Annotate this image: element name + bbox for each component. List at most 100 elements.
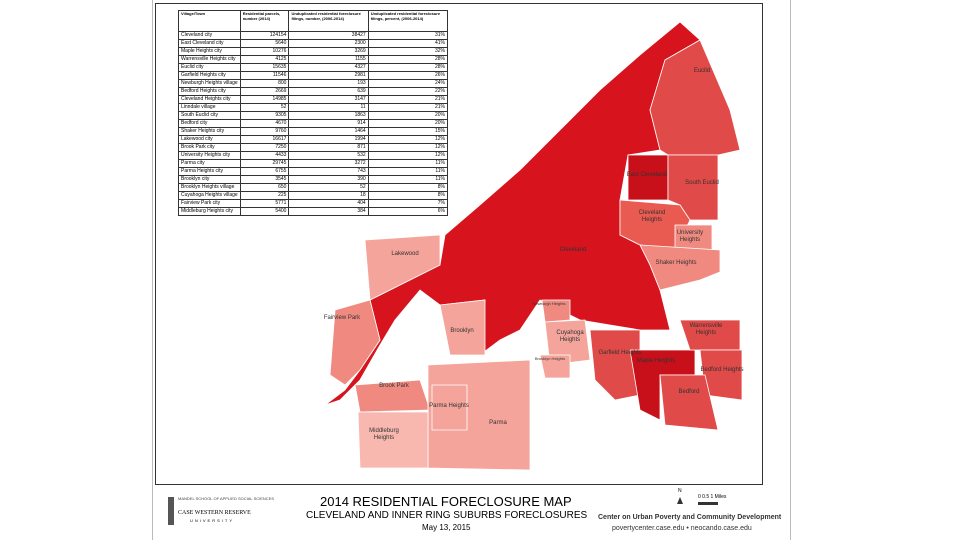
cell: 31% [367, 31, 449, 40]
cell: Shaker Heights city [178, 127, 241, 136]
cell: 384 [288, 207, 369, 216]
table-row: Bedford Heights city 2669 639 22% [178, 87, 449, 96]
table-row: Garfield Heights city 11546 2981 26% [178, 71, 449, 80]
cell: 52 [239, 103, 290, 112]
cell: Warrensville Heights city [178, 55, 241, 64]
table-row: East Cleveland city 5640 2300 41% [178, 39, 449, 48]
table-row: South Euclid city 9305 1863 20% [178, 111, 449, 120]
cell: 1464 [288, 127, 369, 136]
logo-text: MANDEL SCHOOL OF APPLIED SOCIAL SCIENCES [178, 496, 275, 501]
cell: 22% [367, 87, 449, 96]
cell: 2981 [288, 71, 369, 80]
date: May 13, 2015 [422, 523, 471, 532]
place-label: Cleveland [559, 247, 587, 253]
cell: 28% [367, 55, 449, 64]
place-label: Maple Heights [636, 358, 676, 364]
table-row: Shaker Heights city 9760 1464 15% [178, 127, 449, 136]
header-cell: Unduplicated residential foreclosure fil… [367, 10, 449, 32]
cell: Bedford city [178, 119, 241, 128]
place-label: Shaker Heights [655, 260, 697, 266]
logo-mark [168, 497, 174, 525]
table-row: Brooklyn city 3545 390 11% [178, 175, 449, 184]
cell: 1994 [288, 135, 369, 144]
cell: Linndale village [178, 103, 241, 112]
brooklyn-heights [539, 354, 571, 379]
place-label: Garfield Heights [598, 350, 642, 356]
cell: 914 [288, 119, 369, 128]
cell: 124154 [239, 31, 290, 40]
cell: Cleveland Heights city [178, 95, 241, 104]
newburgh-heights [541, 299, 571, 323]
divider [152, 0, 153, 540]
cell: 532 [288, 151, 369, 160]
divider [790, 0, 791, 540]
title: 2014 RESIDENTIAL FORECLOSURE MAP [320, 494, 572, 509]
data-table: Village/Town Residential parcels, number … [178, 10, 449, 216]
north-label: N [678, 488, 682, 494]
table-row: Maple Heights city 10276 3269 32% [178, 47, 449, 56]
north-arrow [677, 497, 683, 504]
cell: Bedford Heights city [178, 87, 241, 96]
table-row: Bedford city 4670 914 20% [178, 119, 449, 128]
place-label: Parma [489, 420, 507, 426]
cell: 16617 [239, 135, 290, 144]
cell: Middleburg Heights city [178, 207, 241, 216]
table-row: Euclid city 15635 4327 28% [178, 63, 449, 72]
cell: 404 [288, 199, 369, 208]
header-cell: Residential parcels, number (2014) [239, 10, 290, 32]
table-row: Parma Heights city 6755 743 11% [178, 167, 449, 176]
header-cell: Unduplicated residential foreclosure fil… [288, 10, 369, 32]
urls: povertycenter.case.edu • neocando.case.e… [612, 525, 752, 532]
table-row: Cleveland city 124154 38427 31% [178, 31, 449, 40]
place-label: University Heights [676, 230, 704, 243]
cell: Brook Park city [178, 143, 241, 152]
fairview-park [329, 299, 381, 386]
cell: 18 [288, 191, 369, 200]
cell: South Euclid city [178, 111, 241, 120]
place-label: Brooklyn Heights [534, 356, 566, 361]
place-label: Warrensville Heights [689, 323, 723, 336]
header-cell: Village/Town [178, 10, 241, 32]
place-label: Euclid [693, 68, 711, 74]
cell: 20% [367, 111, 449, 120]
cell: 4125 [239, 55, 290, 64]
cell: 871 [288, 143, 369, 152]
place-label: Parma Heights [429, 403, 469, 409]
cell: 193 [288, 79, 369, 88]
cell: 9760 [239, 127, 290, 136]
cell: 21% [367, 103, 449, 112]
cell: 41% [367, 39, 449, 48]
table-row: Brooklyn Heights village 650 52 8% [178, 183, 449, 192]
place-label: Lakewood [391, 251, 419, 257]
place-label: Brook Park [379, 383, 409, 389]
cell: 21% [367, 95, 449, 104]
cell: 3269 [288, 47, 369, 56]
table-row: University Heights city 4433 532 12% [178, 151, 449, 160]
cell: 390 [288, 175, 369, 184]
table-row: Fairview Park city 5771 404 7% [178, 199, 449, 208]
cell: 14985 [239, 95, 290, 104]
cell: 3147 [288, 95, 369, 104]
cell: Parma city [178, 159, 241, 168]
place-label: South Euclid [685, 180, 719, 186]
cell: 11546 [239, 71, 290, 80]
table-row: Cleveland Heights city 14985 3147 21% [178, 95, 449, 104]
cell: 32% [367, 47, 449, 56]
cell: 26% [367, 71, 449, 80]
cell: 4433 [239, 151, 290, 160]
cell: 5400 [239, 207, 290, 216]
place-label: Bedford [678, 389, 700, 395]
cell: Parma Heights city [178, 167, 241, 176]
cell: 2669 [239, 87, 290, 96]
cell: Cuyahoga Heights village [178, 191, 241, 200]
cell: 2300 [288, 39, 369, 48]
lakewood [364, 234, 441, 301]
scale-bar [698, 502, 718, 505]
table-row: Lakewood city 16617 1994 12% [178, 135, 449, 144]
cell: 5771 [239, 199, 290, 208]
table-row: Brook Park city 7250 871 12% [178, 143, 449, 152]
brooklyn [439, 299, 486, 356]
cell: Brooklyn Heights village [178, 183, 241, 192]
table-row: Linndale village 52 11 21% [178, 103, 449, 112]
cell: 743 [288, 167, 369, 176]
